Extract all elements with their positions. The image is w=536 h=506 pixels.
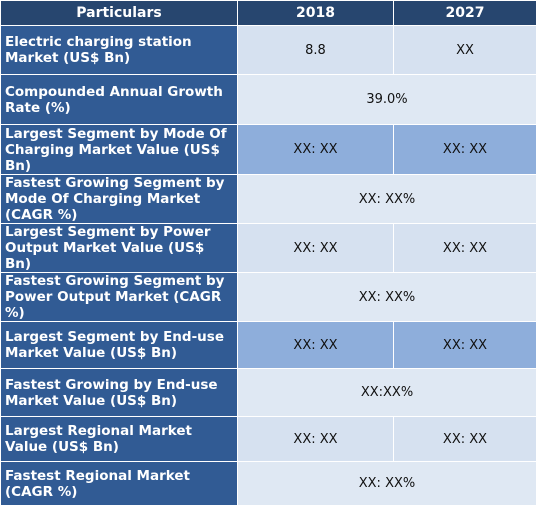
value-2018: XX: XX — [237, 124, 394, 175]
table-row: Fastest Growing by End-use Market Value … — [0, 368, 536, 417]
value-merged: XX:XX% — [237, 368, 536, 417]
value-2027: XX: XX — [393, 416, 536, 462]
table-row: Largest Segment by End-use Market Value … — [0, 321, 536, 369]
row-label: Fastest Regional Market (CAGR %) — [0, 461, 238, 506]
header-2027: 2027 — [393, 0, 536, 26]
row-label: Largest Regional Market Value (US$ Bn) — [0, 416, 238, 462]
value-2018: XX: XX — [237, 321, 394, 369]
table-row: Fastest Growing Segment by Mode Of Charg… — [0, 174, 536, 224]
row-label: Compounded Annual Growth Rate (%) — [0, 74, 238, 125]
row-label: Largest Segment by Mode Of Charging Mark… — [0, 124, 238, 175]
value-merged: XX: XX% — [237, 272, 536, 322]
header-2018: 2018 — [237, 0, 394, 26]
table-row: Largest Segment by Power Output Market V… — [0, 223, 536, 273]
table-row: Largest Regional Market Value (US$ Bn) X… — [0, 416, 536, 462]
table-row: Largest Segment by Mode Of Charging Mark… — [0, 124, 536, 175]
row-label: Largest Segment by Power Output Market V… — [0, 223, 238, 273]
row-label: Fastest Growing Segment by Power Output … — [0, 272, 238, 322]
value-2018: 8.8 — [237, 25, 394, 75]
value-2018: XX: XX — [237, 416, 394, 462]
value-merged: 39.0% — [237, 74, 536, 125]
row-label: Fastest Growing by End-use Market Value … — [0, 368, 238, 417]
header-particulars: Particulars — [0, 0, 238, 26]
header-row: Particulars 2018 2027 — [0, 0, 536, 26]
value-2027: XX: XX — [393, 321, 536, 369]
value-2018: XX: XX — [237, 223, 394, 273]
row-label: Largest Segment by End-use Market Value … — [0, 321, 238, 369]
value-merged: XX: XX% — [237, 174, 536, 224]
value-merged: XX: XX% — [237, 461, 536, 506]
table-row: Fastest Growing Segment by Power Output … — [0, 272, 536, 322]
row-label: Electric charging station Market (US$ Bn… — [0, 25, 238, 75]
row-label: Fastest Growing Segment by Mode Of Charg… — [0, 174, 238, 224]
value-2027: XX — [393, 25, 536, 75]
value-2027: XX: XX — [393, 124, 536, 175]
table-row: Fastest Regional Market (CAGR %) XX: XX% — [0, 461, 536, 506]
value-2027: XX: XX — [393, 223, 536, 273]
table-row: Electric charging station Market (US$ Bn… — [0, 25, 536, 75]
table-row: Compounded Annual Growth Rate (%) 39.0% — [0, 74, 536, 125]
